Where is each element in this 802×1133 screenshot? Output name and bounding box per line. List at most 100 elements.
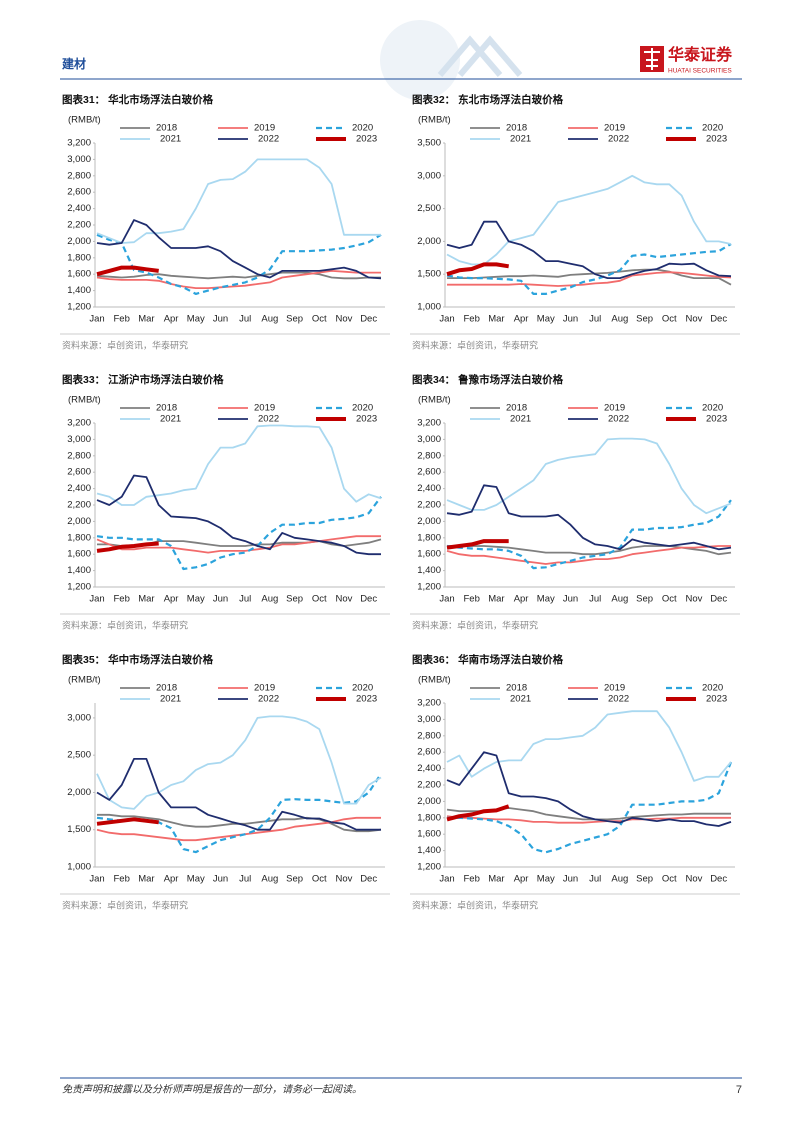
legend-label: 2023 [356, 414, 377, 425]
source-note: 资料来源：卓创资讯，华泰研究 [62, 899, 188, 910]
x-tick-label: May [537, 594, 555, 605]
chart-title: 图表33： 江浙沪市场浮法白玻价格 [62, 373, 224, 386]
legend-label: 2019 [254, 683, 275, 694]
header-decoration [437, 35, 523, 77]
y-tick-label: 3,000 [67, 154, 91, 165]
series-line [96, 233, 382, 295]
legend-label: 2023 [356, 694, 377, 705]
y-axis-label: (RMB/t) [68, 395, 101, 406]
x-tick-label: Nov [686, 594, 703, 605]
x-tick-label: Oct [662, 314, 677, 325]
legend-label: 2019 [604, 683, 625, 694]
y-tick-label: 1,200 [67, 582, 91, 593]
x-tick-label: Jan [439, 594, 454, 605]
x-tick-label: Nov [686, 874, 703, 885]
legend-label: 2018 [156, 683, 177, 694]
y-tick-label: 2,600 [67, 467, 91, 478]
x-tick-label: Nov [686, 314, 703, 325]
legend-label: 2021 [510, 414, 531, 425]
x-tick-label: Dec [360, 874, 377, 885]
y-tick-label: 3,000 [417, 434, 441, 445]
series-line [96, 715, 382, 810]
x-tick-label: Sep [286, 314, 303, 325]
y-tick-label: 3,200 [417, 418, 441, 429]
y-tick-label: 2,600 [417, 747, 441, 758]
y-tick-label: 2,000 [417, 516, 441, 527]
y-tick-label: 1,400 [67, 565, 91, 576]
y-tick-label: 1,500 [417, 269, 441, 280]
x-tick-label: Aug [611, 594, 628, 605]
series-line [446, 484, 732, 551]
section-label: 建材 [61, 56, 86, 71]
y-tick-label: 2,200 [417, 500, 441, 511]
disclaimer: 免责声明和披露以及分析师声明是报告的一部分，请务必一起阅读。 [62, 1084, 362, 1096]
x-tick-label: Aug [611, 314, 628, 325]
y-tick-label: 1,200 [417, 862, 441, 873]
legend-label: 2022 [608, 414, 629, 425]
series-line [446, 815, 731, 824]
chart: 图表36： 华南市场浮法白玻价格 (RMB/t) 1,200 1,400 1,600 1,… [410, 653, 740, 910]
series-line [446, 174, 732, 266]
y-tick-label: 1,500 [67, 824, 91, 835]
legend-label: 2023 [706, 414, 727, 425]
series-line [446, 220, 732, 279]
x-tick-label: Jul [589, 314, 601, 325]
legend-label: 2019 [604, 123, 625, 134]
x-tick-label: Dec [710, 314, 727, 325]
series-line [96, 541, 159, 553]
legend-label: 2020 [352, 683, 373, 694]
x-tick-label: Aug [261, 314, 278, 325]
x-tick-label: Oct [662, 594, 677, 605]
logo-mark [644, 48, 660, 70]
y-tick-label: 1,800 [67, 532, 91, 543]
x-tick-label: Nov [336, 594, 353, 605]
y-tick-label: 3,000 [417, 714, 441, 725]
x-tick-label: May [187, 874, 205, 885]
legend-label: 2023 [356, 134, 377, 145]
x-tick-label: Dec [360, 314, 377, 325]
x-tick-label: Mar [488, 594, 504, 605]
y-tick-label: 2,500 [67, 750, 91, 761]
legend-label: 2020 [702, 403, 723, 414]
series-line [96, 817, 159, 826]
x-tick-label: Jun [563, 314, 578, 325]
y-tick-label: 3,000 [67, 434, 91, 445]
x-tick-label: Dec [710, 874, 727, 885]
legend-label: 2020 [702, 683, 723, 694]
x-tick-label: Sep [636, 594, 653, 605]
chart-title: 图表34： 鲁豫市场浮法白玻价格 [412, 373, 564, 386]
y-tick-label: 2,400 [417, 763, 441, 774]
y-tick-label: 2,600 [417, 467, 441, 478]
x-tick-label: Oct [312, 314, 327, 325]
x-tick-label: Mar [488, 874, 504, 885]
y-tick-label: 1,600 [67, 269, 91, 280]
x-tick-label: Oct [662, 874, 677, 885]
y-tick-label: 1,000 [67, 862, 91, 873]
x-tick-label: Jan [89, 594, 104, 605]
x-tick-label: Dec [360, 594, 377, 605]
y-tick-label: 3,200 [67, 138, 91, 149]
x-tick-label: Jun [213, 594, 228, 605]
series-line [96, 474, 381, 556]
y-tick-label: 3,500 [417, 138, 441, 149]
x-tick-label: Nov [336, 874, 353, 885]
series-line [446, 539, 509, 550]
series-line [96, 265, 159, 277]
chart-title: 图表35： 华中市场浮法白玻价格 [62, 653, 214, 666]
y-tick-label: 2,200 [67, 220, 91, 231]
y-tick-label: 1,400 [67, 285, 91, 296]
y-tick-label: 2,800 [417, 730, 441, 741]
chart: 图表31： 华北市场浮法白玻价格 (RMB/t) 1,200 1,400 1,600 1,… [60, 93, 390, 350]
series-line [446, 710, 732, 782]
x-tick-label: Nov [336, 314, 353, 325]
x-tick-label: May [537, 874, 555, 885]
x-tick-label: Apr [164, 594, 179, 605]
y-tick-label: 2,800 [67, 170, 91, 181]
x-tick-label: Apr [164, 874, 179, 885]
x-tick-label: Jan [89, 874, 104, 885]
chart: 图表34： 鲁豫市场浮法白玻价格 (RMB/t) 1,200 1,400 1,600 1,… [410, 373, 740, 630]
x-tick-label: Feb [464, 594, 480, 605]
y-tick-label: 1,400 [417, 565, 441, 576]
series-line [447, 268, 732, 286]
